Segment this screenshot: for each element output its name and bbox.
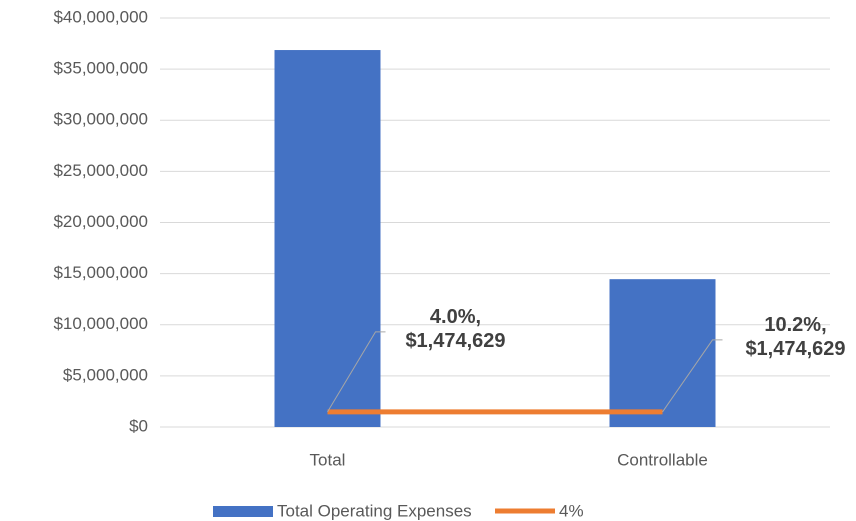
y-tick-label: $30,000,000 <box>53 110 148 129</box>
data-label: 4.0%, $1,474,629 <box>405 305 506 352</box>
legend-label: Total Operating Expenses <box>277 501 472 520</box>
y-tick-label: $0 <box>129 416 148 435</box>
y-tick-label: $25,000,000 <box>53 161 148 180</box>
legend-label: 4% <box>559 501 584 520</box>
y-tick-label: $15,000,000 <box>53 263 148 282</box>
bar <box>609 279 716 427</box>
leader-line <box>662 339 723 413</box>
y-tick-label: $10,000,000 <box>53 314 148 333</box>
y-tick-label: $35,000,000 <box>53 59 148 78</box>
y-tick-label: $40,000,000 <box>53 7 148 26</box>
data-label: 10.2%, $1,474,629 <box>745 313 846 360</box>
leader-line <box>327 331 386 413</box>
legend-swatch <box>213 506 273 517</box>
x-tick-label: Total <box>310 450 346 469</box>
y-tick-label: $20,000,000 <box>53 212 148 231</box>
bar <box>274 50 381 427</box>
x-tick-label: Controllable <box>617 450 708 469</box>
y-tick-label: $5,000,000 <box>63 365 148 384</box>
